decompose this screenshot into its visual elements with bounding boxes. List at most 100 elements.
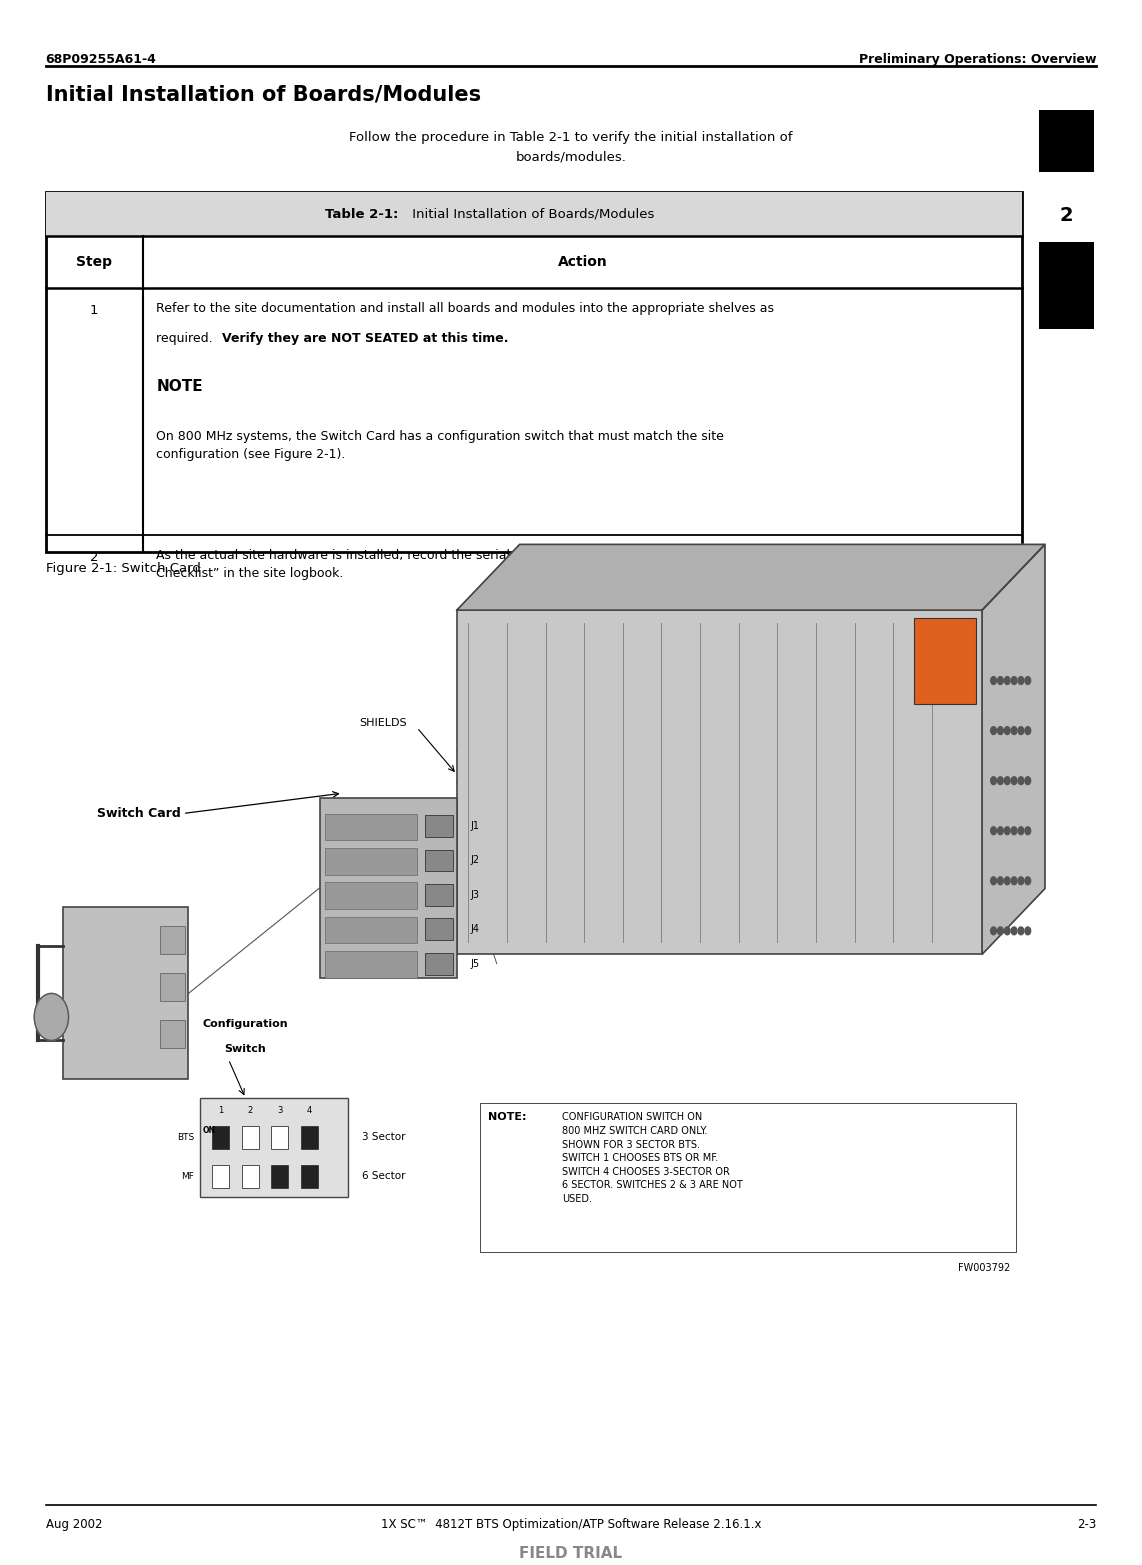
Circle shape [1005,676,1011,684]
Bar [271,1125,288,1149]
Text: Switch: Switch [225,1044,266,1055]
Circle shape [998,926,1004,934]
Circle shape [990,876,996,884]
Bar [211,1125,228,1149]
Text: 6 Sector: 6 Sector [362,1172,405,1182]
Circle shape [1026,926,1030,934]
Circle shape [1019,676,1023,684]
Text: Initial Installation of Boards/Modules: Initial Installation of Boards/Modules [46,85,481,105]
Text: Step: Step [77,255,112,269]
Circle shape [1026,876,1030,884]
Circle shape [998,776,1004,784]
Circle shape [1019,926,1023,934]
Bar [1039,243,1094,329]
Bar [480,1103,1016,1252]
Bar [425,884,453,906]
Text: MF: MF [182,1172,194,1182]
Circle shape [990,926,996,934]
Circle shape [1005,726,1011,734]
Text: 2: 2 [248,1106,252,1116]
Bar [300,1125,317,1149]
Text: On 800 MHz systems, the Switch Card has a configuration switch that must match t: On 800 MHz systems, the Switch Card has … [156,430,724,462]
Text: 2: 2 [1060,207,1073,225]
Text: CONFIGURATION SWITCH ON
800 MHZ SWITCH CARD ONLY.
SHOWN FOR 3 SECTOR BTS.
SWITCH: CONFIGURATION SWITCH ON 800 MHZ SWITCH C… [562,1113,742,1203]
Text: Table 2-1:: Table 2-1: [325,208,399,221]
Bar [325,883,417,909]
Text: Configuration: Configuration [203,1019,288,1030]
Bar [46,192,1022,236]
Text: Preliminary Operations: Overview: Preliminary Operations: Overview [859,53,1096,66]
Circle shape [1019,876,1023,884]
Bar [914,618,976,704]
Text: ON: ON [202,1127,215,1136]
Bar [160,1020,185,1049]
Circle shape [1019,776,1023,784]
Text: Action: Action [557,255,608,269]
Text: Verify they are NOT SEATED at this time.: Verify they are NOT SEATED at this time. [222,332,508,344]
Circle shape [1019,826,1023,834]
Text: FW003792: FW003792 [958,1263,1011,1272]
Text: NOTE: NOTE [156,379,203,394]
Circle shape [998,826,1004,834]
Polygon shape [457,545,1045,610]
Circle shape [1012,876,1018,884]
Circle shape [990,826,996,834]
Text: Figure 2-1: Switch Card: Figure 2-1: Switch Card [46,562,201,574]
Circle shape [998,676,1004,684]
Text: 4: 4 [307,1106,312,1116]
Text: Refer to the site documentation and install all boards and modules into the appr: Refer to the site documentation and inst… [156,302,774,315]
Bar [325,814,417,840]
Circle shape [990,726,996,734]
Circle shape [990,676,996,684]
Text: Aug 2002: Aug 2002 [46,1518,102,1531]
Circle shape [1005,826,1011,834]
Bar [325,848,417,875]
Text: J5: J5 [471,959,480,969]
Text: J3: J3 [471,890,480,900]
Bar [241,1164,258,1188]
Bar [320,798,457,978]
Circle shape [1012,726,1018,734]
Circle shape [1005,876,1011,884]
Bar [300,1164,317,1188]
Text: 2: 2 [90,551,98,563]
Bar [457,610,982,955]
Circle shape [1012,826,1018,834]
Circle shape [1026,726,1030,734]
Circle shape [990,776,996,784]
Text: 1: 1 [218,1106,223,1116]
Bar [425,850,453,872]
Text: 1X SC™  4812T BTS Optimization/ATP Software Release 2.16.1.x: 1X SC™ 4812T BTS Optimization/ATP Softwa… [380,1518,762,1531]
Circle shape [1005,926,1011,934]
Bar [425,815,453,837]
Text: J4: J4 [471,925,480,934]
Bar [425,953,453,975]
Text: 3: 3 [278,1106,282,1116]
Circle shape [34,994,69,1041]
Bar [241,1125,258,1149]
Text: J2: J2 [471,856,480,865]
Polygon shape [982,545,1045,955]
Bar [200,1099,348,1197]
Circle shape [1019,726,1023,734]
Bar [325,917,417,944]
Bar [425,919,453,941]
Circle shape [1012,676,1018,684]
Text: As the actual site hardware is installed, record the serial number of each modul: As the actual site hardware is installed… [156,549,796,581]
Circle shape [1005,776,1011,784]
Circle shape [1012,926,1018,934]
Text: SHIELDS: SHIELDS [359,718,407,728]
Text: Switch Card: Switch Card [97,808,180,820]
Bar [211,1164,228,1188]
Text: 68P09255A61-4: 68P09255A61-4 [46,53,156,66]
Bar [160,973,185,1002]
Bar [63,908,188,1080]
Text: Follow the procedure in Table 2-1 to verify the initial installation of
boards/m: Follow the procedure in Table 2-1 to ver… [349,131,793,163]
Circle shape [1012,776,1018,784]
Text: J1: J1 [471,822,480,831]
Text: BTS: BTS [177,1133,194,1142]
Text: 2-3: 2-3 [1077,1518,1096,1531]
Text: required.: required. [156,332,217,344]
Bar [325,952,417,978]
Circle shape [1026,676,1030,684]
